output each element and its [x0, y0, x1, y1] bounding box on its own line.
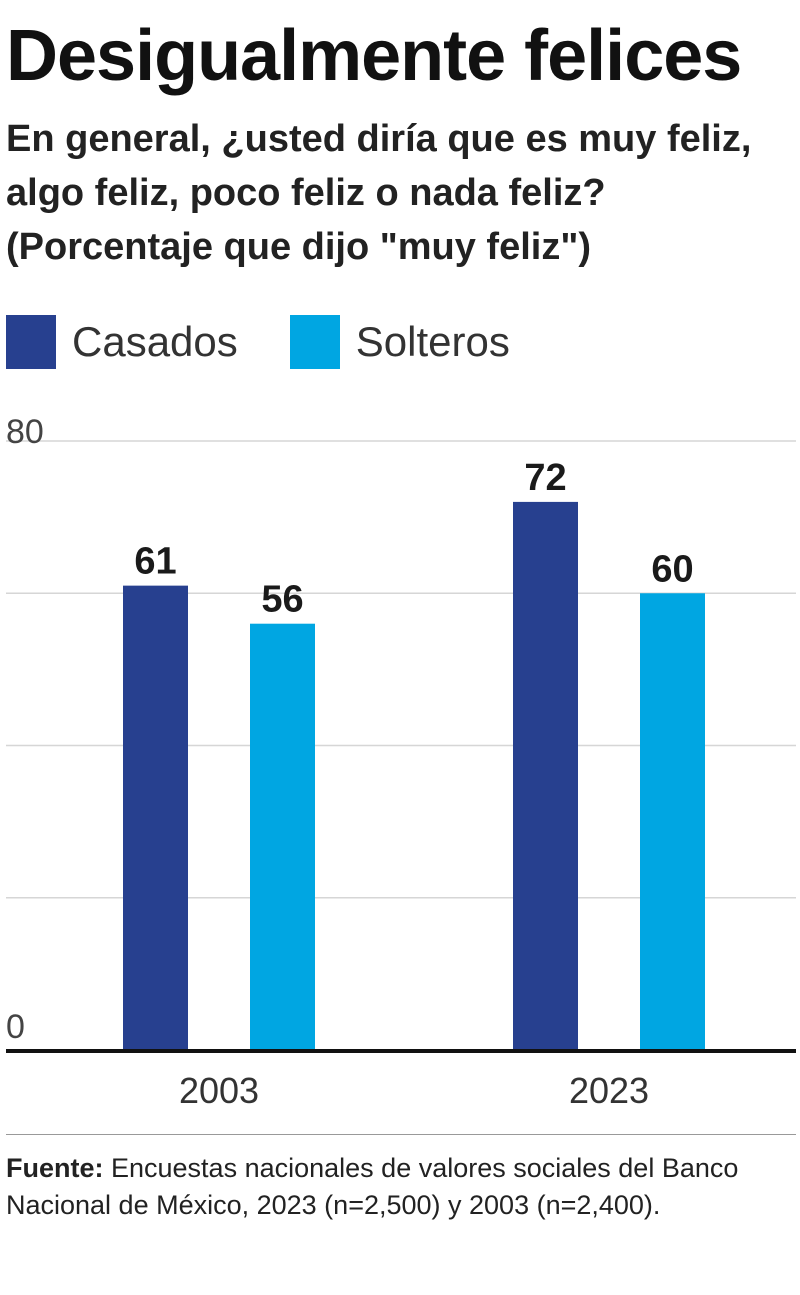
bar-solteros-2003: [250, 623, 315, 1050]
legend: Casados Solteros: [6, 312, 562, 372]
bar-solteros-2023: [640, 593, 705, 1050]
legend-swatch-casados: [6, 315, 56, 369]
bar-casados-2023: [513, 501, 578, 1050]
data-label: 61: [134, 541, 176, 583]
legend-label-casados: Casados: [72, 318, 238, 365]
legend-swatch-solteros: [289, 315, 340, 369]
data-label: 56: [261, 579, 303, 621]
bar-chart: 80 0 61 56 2003 72 60 2023: [6, 413, 796, 1111]
source-note: Fuente: Encuestas nacionales de valores …: [6, 1150, 786, 1224]
footer-divider: [6, 1134, 796, 1135]
legend-label-solteros: Solteros: [355, 318, 510, 365]
x-tick-label: 2003: [179, 1070, 259, 1111]
x-tick-label: 2023: [569, 1070, 649, 1111]
y-tick-label: 0: [6, 1008, 25, 1046]
chart-subtitle: En general, ¿usted diría que es muy feli…: [6, 118, 752, 268]
y-tick-label: 80: [6, 413, 44, 451]
source-label: Fuente:: [6, 1153, 104, 1183]
data-label: 60: [651, 548, 693, 590]
data-label: 72: [524, 457, 566, 499]
bar-casados-2003: [123, 585, 188, 1050]
source-text: Encuestas nacionales de valores sociales…: [6, 1153, 739, 1220]
chart-title: Desigualmente felices: [6, 16, 742, 96]
